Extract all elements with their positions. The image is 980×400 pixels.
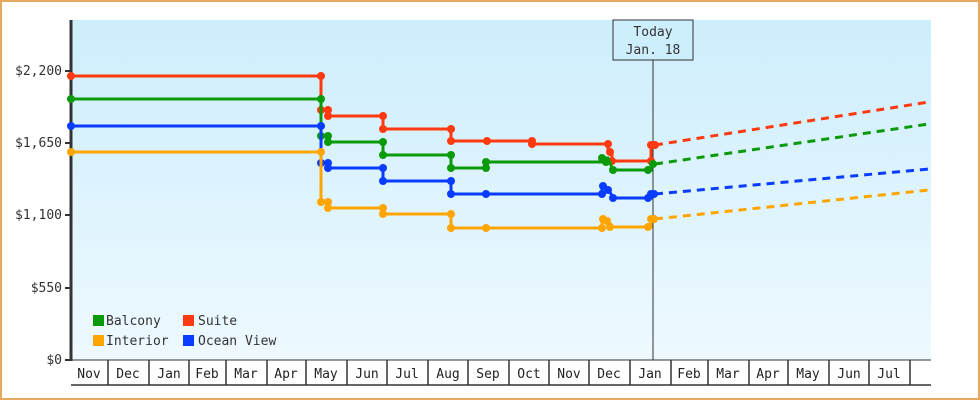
suite-swatch-icon	[183, 315, 194, 326]
month-label: Feb	[677, 367, 701, 382]
month-label: Sep	[476, 367, 500, 382]
month-label: Nov	[557, 367, 581, 382]
month-label: Jun	[837, 367, 860, 382]
legend-label: Interior	[106, 334, 169, 349]
month-label: May	[314, 367, 338, 382]
y-tick-label: $1,650	[15, 136, 62, 151]
legend-label: Balcony	[106, 314, 161, 329]
legend-label: Ocean View	[198, 334, 276, 349]
month-label: Dec	[597, 367, 620, 382]
ocean-view-swatch-icon	[183, 335, 194, 346]
series-interior	[67, 148, 930, 232]
interior-swatch-icon	[93, 335, 104, 346]
month-label: Nov	[77, 367, 101, 382]
month-label: Jul	[877, 367, 900, 382]
y-tick-label: $2,200	[15, 64, 62, 79]
today-marker: Today Jan. 18	[612, 19, 694, 360]
y-tick-label: $550	[31, 281, 62, 296]
month-label: May	[796, 367, 820, 382]
y-tick-label: $0	[46, 353, 62, 368]
legend-label: Suite	[198, 314, 237, 329]
today-date: Jan. 18	[626, 43, 681, 58]
series-balcony	[67, 95, 930, 174]
month-label: Oct	[517, 367, 540, 382]
legend-item-ocean-view: Ocean View	[183, 334, 276, 349]
month-label: Dec	[116, 367, 139, 382]
month-label: Mar	[716, 367, 740, 382]
month-label: Mar	[234, 367, 258, 382]
month-label: Jan	[638, 367, 661, 382]
today-label: Today	[633, 25, 672, 40]
month-label: Apr	[756, 367, 780, 382]
month-label: Jun	[355, 367, 378, 382]
balcony-swatch-icon	[93, 315, 104, 326]
legend: Balcony Suite Interior Ocean View	[93, 314, 276, 349]
month-label: Aug	[436, 367, 459, 382]
x-axis: Nov Dec Jan Feb Mar Apr May Jun Jul Aug …	[71, 359, 931, 386]
legend-item-interior: Interior	[93, 334, 169, 349]
y-axis: $2,200 $1,650 $1,100 $550 $0	[15, 20, 73, 368]
y-tick-label: $1,100	[15, 208, 62, 223]
today-callout	[612, 19, 694, 61]
series-ocean-view	[67, 122, 930, 202]
month-label: Jul	[395, 367, 418, 382]
legend-item-balcony: Balcony	[93, 314, 161, 329]
month-label: Jan	[157, 367, 180, 382]
plot-area	[71, 20, 931, 360]
month-label: Apr	[274, 367, 298, 382]
legend-item-suite: Suite	[183, 314, 237, 329]
month-label: Feb	[195, 367, 219, 382]
